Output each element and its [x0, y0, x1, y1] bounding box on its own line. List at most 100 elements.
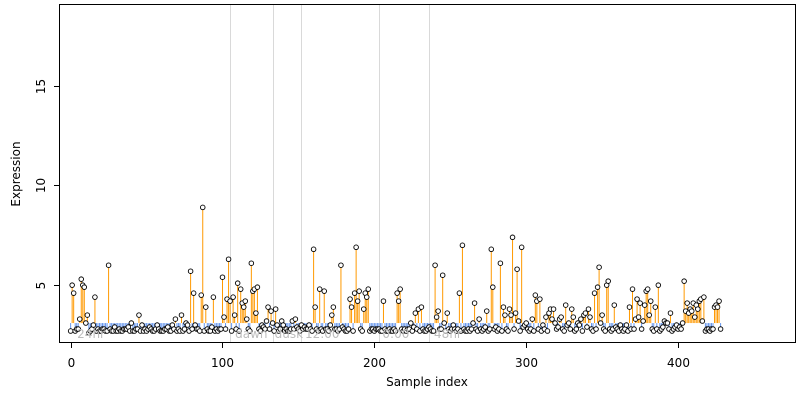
expression-point [578, 316, 584, 322]
expression-point [652, 304, 659, 310]
expression-point [76, 316, 83, 322]
expression-point [714, 304, 721, 310]
expression-point [517, 328, 523, 334]
expression-point [678, 326, 684, 332]
x-tick-label: 300 [515, 356, 538, 370]
expression-point [634, 296, 640, 302]
expression-point [237, 286, 244, 292]
expression-point [312, 304, 318, 310]
expression-point [550, 306, 557, 312]
expression-point [692, 314, 698, 320]
expression-point [209, 324, 215, 330]
expression-point [380, 298, 387, 304]
expression-point [330, 304, 337, 310]
expression-point [348, 304, 355, 310]
expression-point [439, 272, 446, 278]
expression-point [569, 306, 575, 312]
expression-point [487, 326, 493, 332]
expression-point [505, 328, 511, 334]
expression-point [514, 266, 520, 272]
expression-point [584, 324, 590, 330]
expression-point [70, 290, 77, 296]
expression-point [532, 292, 539, 298]
expression-point [523, 320, 529, 326]
expression-point [81, 284, 88, 290]
expression-point [459, 242, 466, 249]
expression-point [660, 324, 666, 330]
expression-point [310, 246, 317, 253]
expression-point [562, 302, 569, 308]
expression-point [234, 280, 241, 286]
y-axis: 5 10 15 [34, 79, 60, 289]
expression-point [570, 314, 577, 320]
expression-point [688, 308, 695, 314]
expression-point [456, 290, 463, 296]
expression-point [699, 318, 706, 324]
expression-point [579, 328, 586, 334]
expression-point [565, 320, 572, 326]
expression-point [219, 274, 226, 280]
expression-point [631, 326, 637, 332]
expression-point [433, 314, 440, 320]
expression-point [178, 312, 185, 318]
expression-point [549, 316, 555, 322]
expression-point [408, 320, 414, 326]
expression-point [490, 284, 496, 290]
x-tick-label: 0 [68, 356, 76, 370]
expression-point [623, 322, 630, 328]
expression-point [268, 308, 274, 314]
expression-point [347, 296, 353, 302]
expression-point [69, 282, 75, 288]
expression-point [345, 326, 352, 332]
y-tick-label: 10 [34, 178, 48, 193]
expression-point [655, 282, 662, 288]
expression-point [482, 324, 488, 330]
expression-point [321, 288, 327, 294]
x-tick-label: 100 [211, 356, 234, 370]
expression-point [248, 260, 255, 266]
expression-point [605, 278, 611, 284]
expression-point [599, 312, 605, 318]
expression-point [90, 322, 97, 328]
expression-point [350, 328, 356, 334]
expression-point [684, 300, 690, 306]
expression-point [83, 320, 89, 326]
expression-point [476, 316, 482, 322]
expression-point [280, 322, 286, 328]
expression-point [231, 312, 238, 318]
expression-point [681, 278, 687, 284]
group-label: dawn [235, 327, 267, 341]
expression-point [695, 306, 701, 312]
x-axis-label: Sample index [386, 375, 468, 389]
expression-point [412, 310, 419, 316]
expression-point [329, 312, 335, 318]
expression-point [679, 320, 686, 326]
expression-point [78, 276, 85, 282]
expression-point [327, 322, 334, 328]
expression-point [509, 234, 516, 241]
expression-point [136, 312, 142, 318]
expression-point [265, 304, 271, 310]
x-tick-label: 200 [363, 356, 386, 370]
expression-point [640, 318, 646, 324]
expression-point [717, 326, 724, 332]
expression-point [641, 302, 648, 308]
expression-point [646, 312, 652, 318]
expression-point [629, 286, 636, 292]
expression-point [269, 320, 276, 326]
expression-point [587, 314, 593, 320]
expression-point [172, 316, 179, 322]
expression-point [561, 328, 567, 334]
expression-point [240, 304, 247, 310]
expression-point [531, 328, 537, 334]
expression-point [515, 318, 522, 324]
expression-point [512, 310, 519, 316]
expression-points [67, 204, 724, 336]
expression-point [506, 306, 513, 312]
expression-point [591, 290, 598, 296]
expression-point [483, 308, 490, 314]
group-label: 12:00 [305, 327, 340, 341]
expression-point [468, 326, 475, 332]
expression-point [338, 262, 344, 268]
